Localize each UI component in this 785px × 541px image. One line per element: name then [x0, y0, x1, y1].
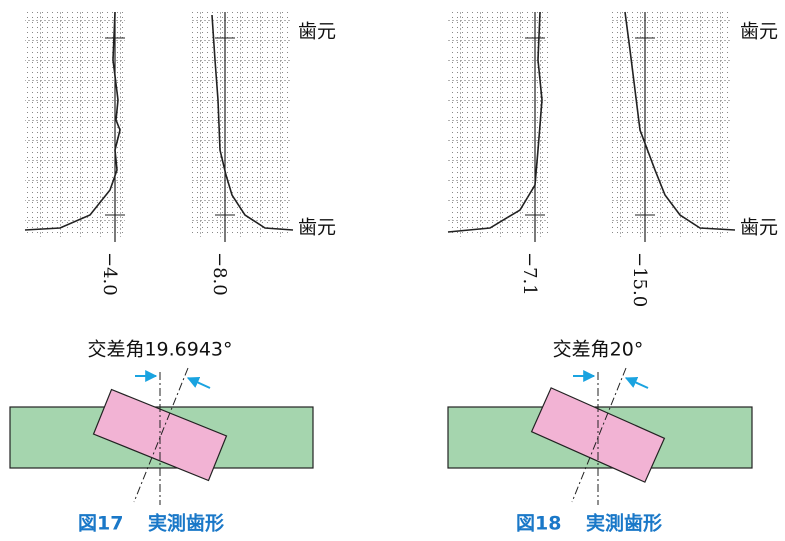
figure-page: −4.0−8.0歯元歯元交差角19.6943°図17実測歯形−7.1−15.0歯… [0, 0, 785, 541]
chart-grid-major [190, 12, 290, 237]
chart-value-label: −4.0 [99, 252, 120, 296]
caption-text: 実測歯形 [148, 512, 224, 535]
arrow [626, 378, 648, 388]
side-label: 歯元 [298, 217, 336, 239]
angle-label: 交差角20° [553, 339, 644, 361]
chart-grid-major [448, 12, 548, 237]
chart-value-label: −7.1 [519, 252, 540, 296]
chart-value-label: −15.0 [629, 252, 650, 307]
side-label: 歯元 [740, 21, 778, 43]
angle-label: 交差角19.6943° [87, 339, 232, 361]
arrow [188, 378, 210, 388]
caption-number: 図17 [78, 513, 123, 535]
caption-number: 図18 [516, 513, 561, 535]
chart-value-label: −8.0 [209, 252, 230, 296]
chart-grid-major [25, 12, 125, 237]
side-label: 歯元 [298, 21, 336, 43]
caption-text: 実測歯形 [586, 512, 662, 535]
side-label: 歯元 [740, 217, 778, 239]
